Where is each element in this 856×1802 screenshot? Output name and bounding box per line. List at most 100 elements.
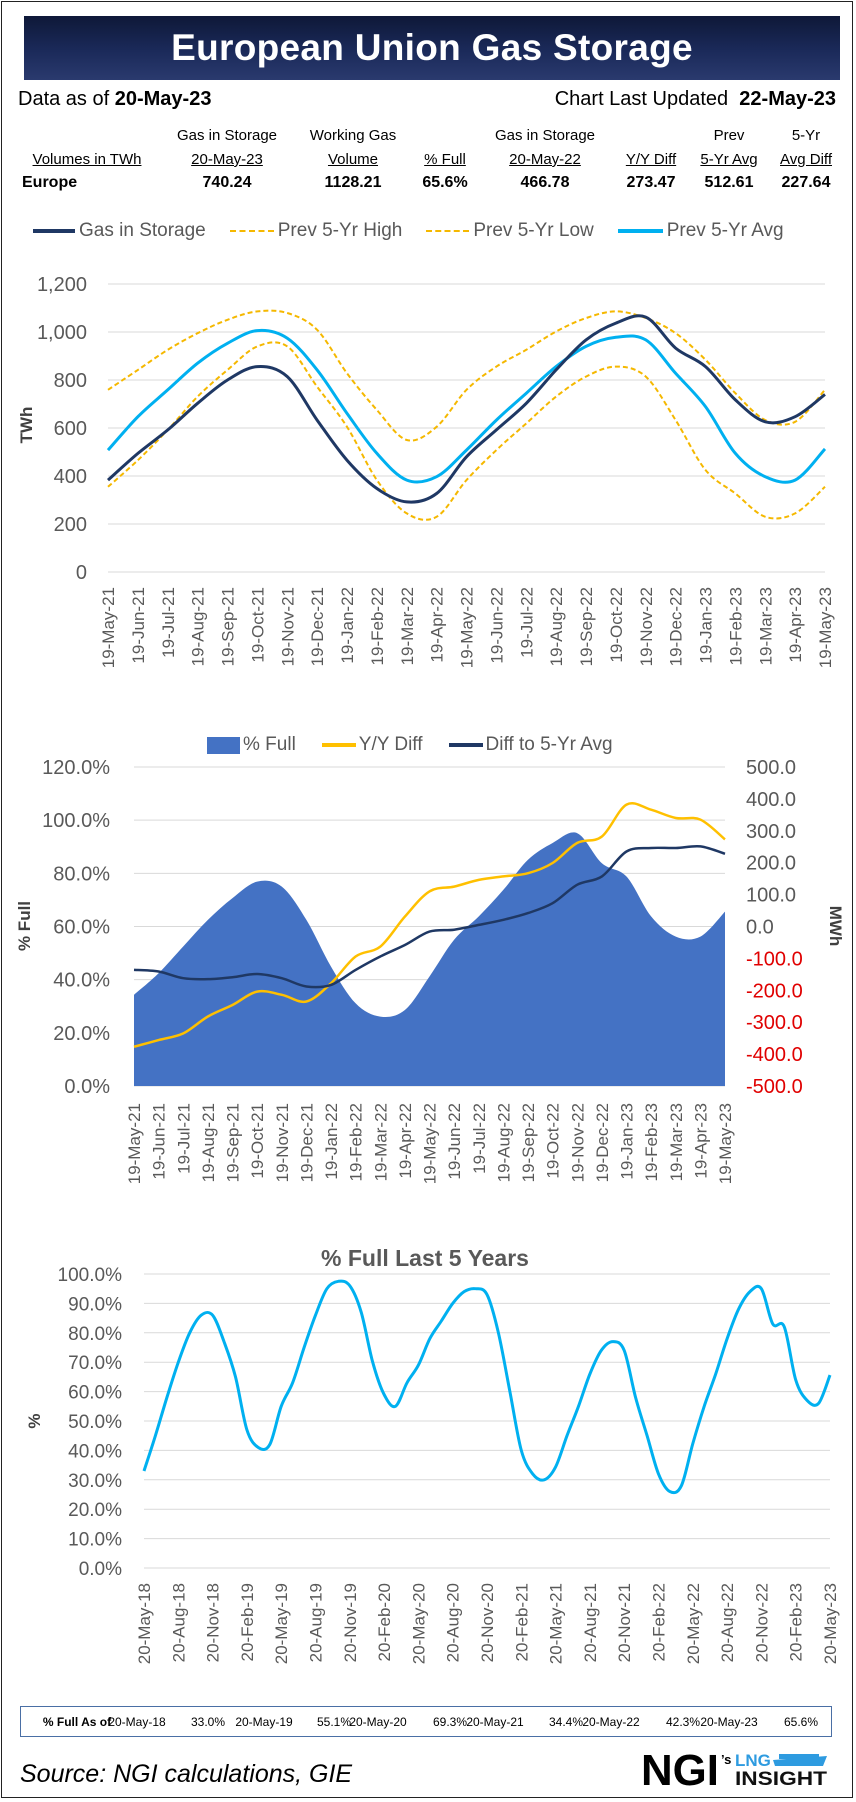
legend-label: Y/Y Diff xyxy=(358,734,423,755)
x-tick-label: 19-Mar-22 xyxy=(398,587,417,665)
y-tick-label: 200 xyxy=(54,514,87,536)
x-tick-label: 19-Sep-22 xyxy=(519,1103,538,1182)
legend-swatch-gas-in-storage xyxy=(33,229,75,233)
legend-swatch-prev-high xyxy=(229,230,274,232)
footer-date: 20-May-22 xyxy=(582,1715,640,1729)
column-header: Y/Y Diff xyxy=(625,151,677,168)
x-tick-label: 20-May-23 xyxy=(821,1583,840,1664)
y-right-tick-label: -200.0 xyxy=(746,980,803,1002)
x-tick-label: 19-May-23 xyxy=(716,1103,735,1184)
x-tick-label: 20-Aug-22 xyxy=(718,1583,737,1662)
column-header: Volumes in TWh xyxy=(32,151,142,168)
series-line-pct-full xyxy=(142,1279,832,1495)
x-tick-label: 19-Feb-23 xyxy=(642,1103,661,1181)
footer-date: 20-May-23 xyxy=(700,1715,758,1729)
x-tick-label: 19-Mar-23 xyxy=(756,587,775,665)
column-header: Volume xyxy=(327,151,379,168)
y-axis-label: % Full xyxy=(15,901,34,951)
x-tick-label: 19-Oct-21 xyxy=(248,587,267,663)
svg-text:’s: ’s xyxy=(721,1752,731,1767)
legend-label: Prev 5-Yr High xyxy=(277,220,403,241)
y-right-tick-label: -400.0 xyxy=(746,1044,803,1066)
y-tick-label: 50.0% xyxy=(68,1412,122,1433)
last-updated-date: 22-May-23 xyxy=(739,88,836,110)
y-right-tick-label: -500.0 xyxy=(746,1076,803,1098)
x-tick-label: 19-Nov-21 xyxy=(278,587,297,666)
source-note: Source: NGI calculations, GIE xyxy=(20,1760,353,1788)
legend-swatch-prev-avg xyxy=(617,229,663,233)
series-line-prev-5-yr-avg xyxy=(106,328,827,484)
x-tick-label: 19-Oct-22 xyxy=(607,587,626,663)
y-tick-label: 90.0% xyxy=(68,1294,122,1315)
x-tick-label: 20-May-22 xyxy=(684,1583,703,1664)
storage-chart-legend: Gas in Storage Prev 5-Yr High Prev 5-Yr … xyxy=(33,220,784,242)
table-cell: 227.64 xyxy=(781,174,831,191)
x-tick-label: 19-Jul-21 xyxy=(174,1103,193,1174)
footer-pct: 69.3% xyxy=(432,1715,468,1729)
legend-swatch-yy-diff xyxy=(321,743,356,747)
legend-swatch-pct-full xyxy=(207,736,240,754)
x-tick-label: 19-Feb-23 xyxy=(726,587,745,665)
pct-chart-legend: % Full Y/Y Diff Diff to 5-Yr Avg xyxy=(207,734,613,756)
svg-text:INSIGHT: INSIGHT xyxy=(735,1769,827,1788)
legend-swatch-prev-low xyxy=(426,230,470,232)
x-tick-label: 19-Jul-22 xyxy=(470,1103,489,1174)
series-line-prev-5-yr-high xyxy=(107,309,826,442)
footer-date: 20-May-21 xyxy=(466,1715,524,1729)
x-tick-label: 19-Apr-22 xyxy=(396,1103,415,1179)
x-tick-label: 19-May-21 xyxy=(125,1103,144,1184)
column-header-line1: Gas in Storage xyxy=(494,127,596,144)
footer-date: 20-May-18 xyxy=(108,1715,166,1729)
last-updated-label: Chart Last Updated xyxy=(554,88,729,110)
y-tick-label: 70.0% xyxy=(68,1353,122,1374)
table-cell: 65.6% xyxy=(422,174,468,191)
x-tick-label: 19-Jul-22 xyxy=(517,587,536,658)
x-tick-label: 19-Nov-21 xyxy=(273,1103,292,1182)
x-tick-label: 19-Dec-21 xyxy=(297,1103,316,1182)
y-tick-label: 400 xyxy=(54,466,87,488)
column-header-line1: Prev xyxy=(713,127,745,144)
y-tick-label: 0.0% xyxy=(64,1076,110,1098)
y-tick-label: 20.0% xyxy=(53,1023,110,1045)
x-tick-label: 19-Sep-22 xyxy=(577,587,596,666)
y-tick-label: 60.0% xyxy=(68,1383,122,1404)
data-as-of: Data as of 20-May-23 xyxy=(18,88,211,111)
x-tick-label: 20-Aug-18 xyxy=(169,1583,188,1662)
x-tick-label: 19-Mar-23 xyxy=(667,1103,686,1181)
x-tick-label: 20-Nov-19 xyxy=(341,1583,360,1662)
row-label: Europe xyxy=(22,174,78,191)
y-tick-label: 100.0% xyxy=(42,810,110,832)
pct-full-as-of-label: % Full As of xyxy=(42,1715,112,1729)
svg-text:LNG: LNG xyxy=(735,1751,771,1770)
footer-pct: 33.0% xyxy=(190,1715,226,1729)
x-tick-label: 19-Feb-22 xyxy=(368,587,387,665)
table-cell: 740.24 xyxy=(202,174,252,191)
y-tick-label: 60.0% xyxy=(53,917,110,939)
x-tick-label: 19-Aug-22 xyxy=(547,587,566,666)
table-cell: 466.78 xyxy=(520,174,570,191)
x-tick-label: 19-Dec-21 xyxy=(308,587,327,666)
y-tick-label: 120.0% xyxy=(42,757,110,779)
x-tick-label: 20-Feb-20 xyxy=(375,1583,394,1661)
x-tick-label: 19-Apr-23 xyxy=(786,587,805,663)
x-tick-label: 20-Nov-20 xyxy=(478,1583,497,1662)
x-tick-label: 19-Nov-22 xyxy=(637,587,656,666)
y-tick-label: 40.0% xyxy=(68,1441,122,1462)
table-cell: 512.61 xyxy=(704,174,754,191)
x-tick-label: 20-Feb-23 xyxy=(787,1583,806,1661)
column-header-line1: Working Gas xyxy=(309,127,397,144)
y-right-tick-label: 0.0 xyxy=(746,917,774,939)
page-title: European Union Gas Storage xyxy=(171,27,693,68)
y-tick-label: 20.0% xyxy=(68,1500,122,1521)
x-tick-label: 19-May-23 xyxy=(816,587,835,668)
x-tick-label: 19-Jun-22 xyxy=(487,587,506,664)
legend-label: Prev 5-Yr Avg xyxy=(666,220,784,241)
y-right-tick-label: 200.0 xyxy=(746,853,796,875)
x-tick-label: 19-Jul-21 xyxy=(159,587,178,658)
x-tick-label: 20-Aug-20 xyxy=(444,1583,463,1662)
y-axis-label: TWh xyxy=(17,407,36,444)
x-tick-label: 19-May-22 xyxy=(458,587,477,668)
y-right-tick-label: 500.0 xyxy=(746,757,796,779)
data-as-of-label: Data as of xyxy=(18,88,110,110)
